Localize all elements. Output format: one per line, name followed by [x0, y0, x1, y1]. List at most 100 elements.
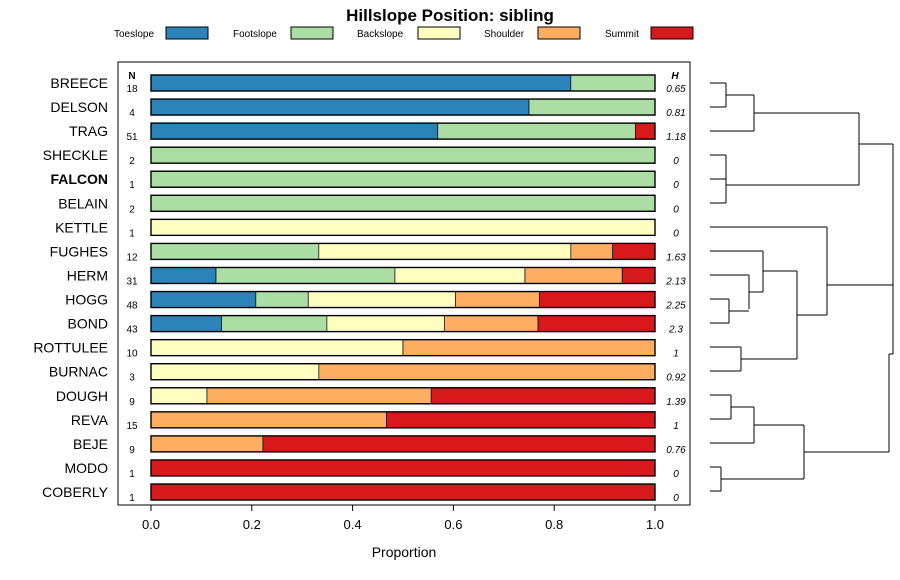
legend-swatch-backslope [417, 26, 461, 40]
soil-label-kettle: KETTLE [55, 219, 108, 235]
bar-delson-footslope [528, 98, 656, 116]
soil-label-trag: TRAG [69, 123, 108, 139]
bar-breece-footslope [570, 74, 656, 92]
h-value-dough: 1.39 [666, 397, 686, 408]
soil-label-reva: REVA [71, 412, 109, 428]
h-value-coberly: 0 [673, 493, 679, 504]
n-value-dough: 9 [129, 397, 135, 408]
x-tick-label-2: 0.4 [344, 517, 362, 532]
bar-outline-sheckle [150, 146, 656, 164]
bar-outline-kettle [150, 218, 656, 237]
legend-swatch-shoulder [537, 26, 581, 40]
n-value-trag: 51 [126, 132, 138, 143]
soil-label-sheckle: SHECKLE [43, 147, 108, 163]
bar-hogg-shoulder [455, 291, 540, 308]
bar-modo-summit [150, 459, 656, 477]
x-tick-label-5: 1.0 [646, 517, 664, 532]
h-value-kettle: 0 [673, 228, 679, 239]
soil-label-bond: BOND [68, 316, 108, 332]
n-value-herm: 31 [126, 276, 138, 287]
h-value-fughes: 1.63 [666, 252, 686, 263]
bar-outline-dough [150, 387, 656, 405]
soil-label-burnac: BURNAC [49, 364, 108, 380]
soil-label-hogg: HOGG [65, 292, 108, 308]
bar-belain-footslope [150, 194, 656, 212]
n-value-breece: 18 [126, 84, 138, 95]
bar-falcon-footslope [150, 170, 656, 188]
h-value-trag: 1.18 [666, 132, 686, 143]
n-value-fughes: 12 [126, 252, 138, 263]
soil-label-rottulee: ROTTULEE [33, 340, 108, 356]
legend: Toeslope Footslope Backslope Shoulder Summit [114, 26, 694, 40]
bar-trag-toeslope [150, 122, 439, 140]
bar-herm-shoulder [524, 267, 623, 284]
bar-outline-reva [150, 411, 656, 429]
bar-fughes-backslope [318, 243, 572, 260]
bar-bond-backslope [326, 315, 445, 332]
soil-label-falcon: FALCON [50, 171, 108, 187]
soil-label-belain: BELAIN [58, 195, 108, 211]
legend-label-footslope: Footslope [233, 29, 277, 40]
bar-outline-breece [150, 74, 656, 92]
bar-hogg-toeslope [150, 291, 257, 308]
n-value-modo: 1 [129, 469, 135, 480]
h-column-header: H [671, 71, 679, 82]
chart-title: Hillslope Position: sibling [346, 6, 554, 25]
h-value-delson: 0.81 [666, 108, 685, 119]
soil-label-beje: BEJE [73, 436, 108, 452]
n-value-hogg: 48 [126, 301, 138, 312]
chart-rows: BREECE 18 0.65 DELSON 4 0.81 TRAG 51 1.18 SHECKLE… [33, 74, 686, 504]
bar-beje-summit [262, 435, 656, 453]
soil-label-coberly: COBERLY [42, 484, 109, 500]
x-tick-label-1: 0.2 [243, 517, 261, 532]
n-value-bond: 43 [126, 325, 138, 336]
bar-trag-footslope [437, 122, 636, 140]
n-value-rottulee: 10 [126, 349, 138, 360]
x-tick-label-0: 0.0 [142, 517, 160, 532]
h-value-bond: 2.3 [668, 325, 683, 336]
h-value-herm: 2.13 [665, 276, 686, 287]
legend-label-summit: Summit [605, 29, 639, 40]
bar-hogg-footslope [255, 291, 309, 308]
n-value-beje: 9 [129, 445, 135, 456]
bar-fughes-summit [612, 243, 656, 260]
x-axis: 0.0 0.2 0.4 0.6 0.8 1.0 [142, 505, 664, 532]
n-value-delson: 4 [129, 108, 135, 119]
bar-outline-beje [150, 435, 656, 453]
bar-fughes-footslope [150, 243, 320, 260]
h-value-reva: 1 [673, 421, 679, 432]
n-value-belain: 2 [129, 204, 135, 215]
h-value-burnac: 0.92 [666, 373, 686, 384]
n-column-header: N [128, 71, 135, 82]
h-value-falcon: 0 [673, 180, 679, 191]
bar-outline-trag [150, 122, 656, 140]
bar-bond-toeslope [150, 315, 222, 332]
bar-hogg-backslope [307, 291, 456, 308]
x-tick-label-3: 0.6 [444, 517, 462, 532]
soil-label-breece: BREECE [50, 75, 108, 91]
soil-label-delson: DELSON [50, 99, 108, 115]
h-value-modo: 0 [673, 469, 679, 480]
h-value-belain: 0 [673, 204, 679, 215]
bar-outline-falcon [150, 170, 656, 188]
bar-rottulee-shoulder [402, 339, 656, 357]
bar-herm-summit [621, 267, 656, 284]
bar-herm-backslope [394, 267, 526, 284]
bar-outline-fughes [150, 242, 656, 261]
bar-kettle-backslope [150, 219, 656, 236]
n-value-coberly: 1 [129, 493, 135, 504]
bar-delson-toeslope [150, 98, 530, 116]
n-value-falcon: 1 [129, 180, 135, 191]
soil-label-dough: DOUGH [56, 388, 108, 404]
n-value-kettle: 1 [129, 228, 135, 239]
legend-label-shoulder: Shoulder [484, 29, 525, 40]
n-value-sheckle: 2 [129, 156, 135, 167]
n-value-reva: 15 [126, 421, 138, 432]
dendrogram [710, 82, 894, 492]
bar-reva-summit [386, 411, 656, 429]
soil-label-fughes: FUGHES [50, 243, 108, 259]
bar-outline-belain [150, 194, 656, 213]
h-value-hogg: 2.25 [665, 301, 686, 312]
legend-swatch-summit [650, 26, 694, 40]
